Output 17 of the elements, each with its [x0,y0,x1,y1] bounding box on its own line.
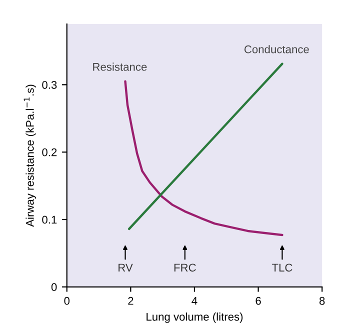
series-label: Conductance [244,45,309,54]
series-label: Resistance [93,62,147,71]
x-tick-label: 2 [128,296,134,305]
annotation: FRC [174,264,196,272]
annotation: TLC [272,264,292,272]
x-tick-label: 0 [64,296,70,305]
y-tick-label: 0.3 [42,80,57,89]
x-axis-title: Lung volume (litres) [146,312,243,323]
y-tick-label: 0 [51,283,57,292]
y-axis-title: Airway resistance (kPa.l$^{−1}$.s) [24,84,36,227]
x-tick-label: 6 [256,296,261,305]
annotation: RV [118,264,133,272]
x-tick-label: 8 [319,296,325,305]
y-tick-label: 0.2 [42,148,57,156]
line-series [124,80,284,236]
y-tick-label: 0.1 [42,216,57,224]
x-tick-label: 4 [192,297,198,305]
